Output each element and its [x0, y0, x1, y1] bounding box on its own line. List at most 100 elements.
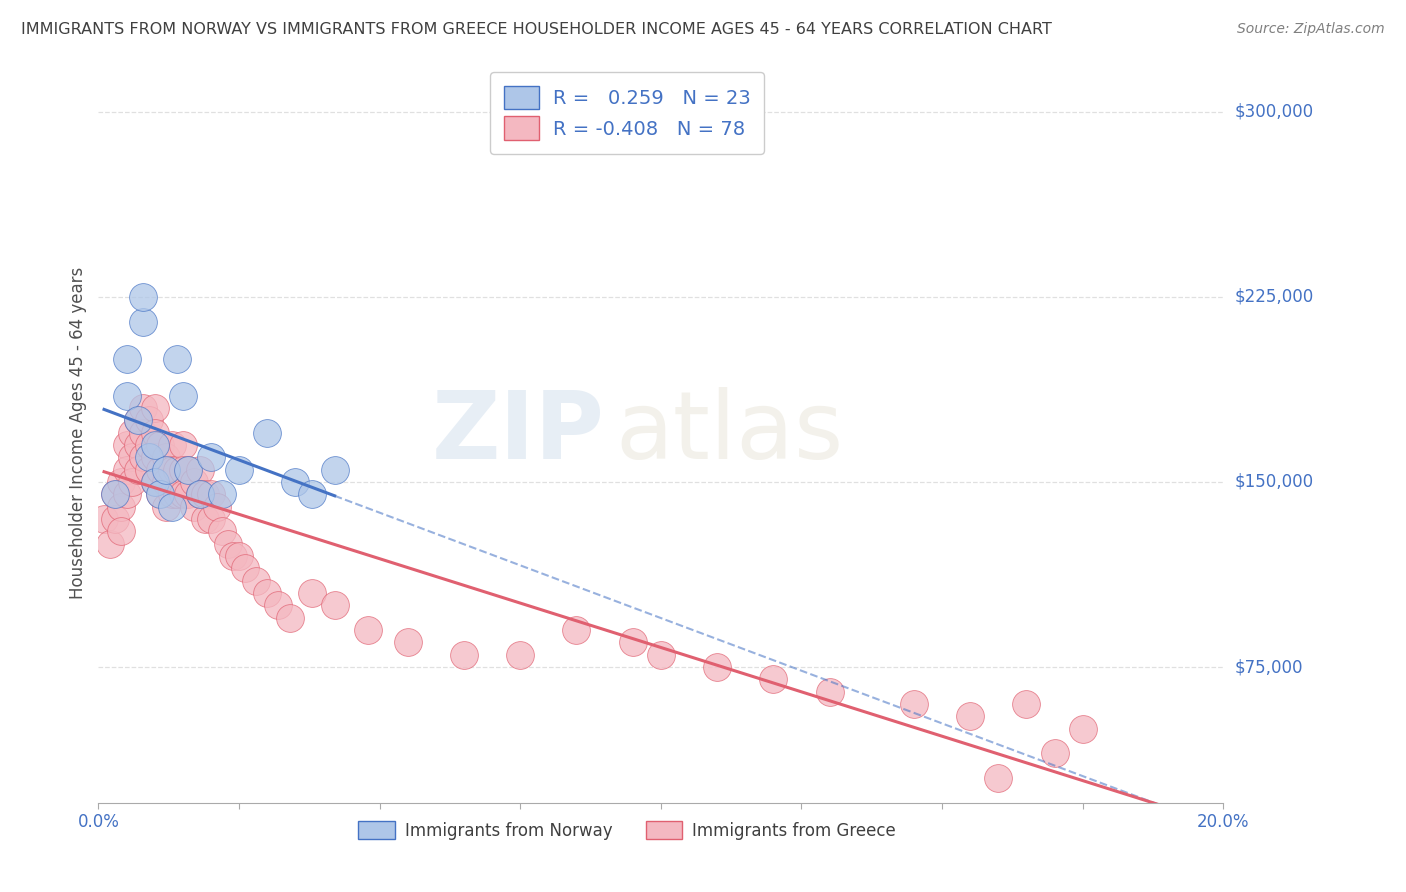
Point [762, 673, 785, 687]
Point [200, 450, 222, 465]
Point [155, 462, 177, 476]
Point [93, 512, 115, 526]
Point [818, 685, 841, 699]
Point [121, 450, 143, 465]
Point [200, 512, 222, 526]
Point [323, 462, 346, 476]
Point [177, 462, 200, 476]
Point [138, 462, 160, 476]
Point [621, 635, 644, 649]
Point [143, 401, 166, 415]
Point [115, 389, 138, 403]
Point [1071, 722, 1094, 736]
Point [149, 487, 172, 501]
Point [267, 599, 290, 613]
Point [172, 487, 194, 501]
Point [1043, 747, 1066, 761]
Point [205, 500, 228, 514]
Point [132, 450, 155, 465]
Point [278, 610, 301, 624]
Point [453, 648, 475, 662]
Point [149, 462, 172, 476]
Point [132, 401, 155, 415]
Point [284, 475, 307, 489]
Point [166, 462, 188, 476]
Point [121, 475, 143, 489]
Point [149, 487, 172, 501]
Point [301, 487, 323, 501]
Point [172, 462, 194, 476]
Point [143, 475, 166, 489]
Point [188, 487, 211, 501]
Point [127, 438, 149, 452]
Point [509, 648, 531, 662]
Point [200, 487, 222, 501]
Point [115, 462, 138, 476]
Point [115, 487, 138, 501]
Point [172, 438, 194, 452]
Point [138, 413, 160, 427]
Point [98, 536, 121, 550]
Point [194, 487, 217, 501]
Point [160, 462, 183, 476]
Point [987, 771, 1010, 785]
Point [121, 425, 143, 440]
Point [183, 475, 205, 489]
Y-axis label: Householder Income Ages 45 - 64 years: Householder Income Ages 45 - 64 years [69, 267, 87, 599]
Text: $300,000: $300,000 [1234, 103, 1313, 120]
Point [104, 487, 127, 501]
Point [1015, 697, 1038, 711]
Point [188, 487, 211, 501]
Text: $75,000: $75,000 [1234, 658, 1303, 676]
Point [143, 475, 166, 489]
Point [104, 487, 127, 501]
Text: $225,000: $225,000 [1234, 288, 1313, 306]
Point [155, 475, 177, 489]
Point [256, 425, 278, 440]
Point [138, 450, 160, 465]
Text: atlas: atlas [616, 386, 844, 479]
Point [228, 549, 250, 563]
Point [110, 524, 132, 539]
Point [217, 536, 239, 550]
Point [155, 450, 177, 465]
Point [706, 660, 728, 674]
Point [143, 450, 166, 465]
Point [177, 462, 200, 476]
Point [357, 623, 380, 637]
Point [166, 351, 188, 366]
Point [127, 462, 149, 476]
Point [160, 438, 183, 452]
Point [115, 438, 138, 452]
Point [110, 500, 132, 514]
Point [228, 462, 250, 476]
Point [183, 500, 205, 514]
Point [222, 549, 245, 563]
Point [160, 500, 183, 514]
Point [115, 351, 138, 366]
Legend: Immigrants from Norway, Immigrants from Greece: Immigrants from Norway, Immigrants from … [352, 814, 903, 847]
Point [143, 425, 166, 440]
Point [138, 438, 160, 452]
Point [301, 586, 323, 600]
Point [172, 389, 194, 403]
Text: ZIP: ZIP [432, 386, 605, 479]
Point [245, 574, 267, 588]
Point [396, 635, 419, 649]
Point [132, 290, 155, 304]
Point [959, 709, 981, 723]
Point [160, 487, 183, 501]
Point [650, 648, 672, 662]
Point [211, 524, 233, 539]
Text: Source: ZipAtlas.com: Source: ZipAtlas.com [1237, 22, 1385, 37]
Point [132, 425, 155, 440]
Point [149, 438, 172, 452]
Point [211, 487, 233, 501]
Point [903, 697, 925, 711]
Point [323, 599, 346, 613]
Point [104, 512, 127, 526]
Point [132, 314, 155, 328]
Text: $150,000: $150,000 [1234, 473, 1313, 491]
Point [256, 586, 278, 600]
Point [155, 500, 177, 514]
